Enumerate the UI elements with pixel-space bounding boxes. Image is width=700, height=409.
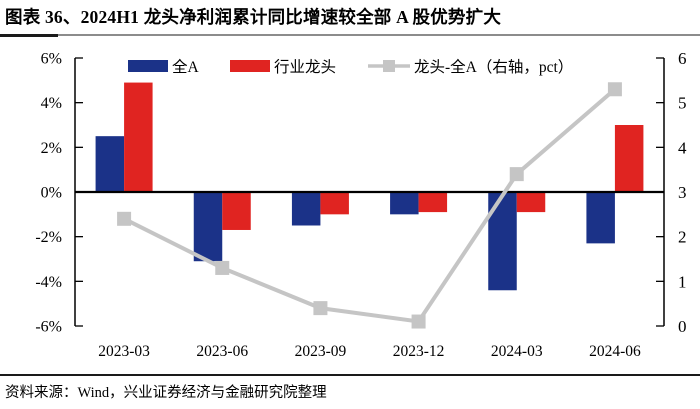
footer-rule [0,374,700,376]
bar-all-a-2023-03 [95,136,125,192]
legend-label: 行业龙头 [274,58,336,76]
right-axis-tick-label: 6 [678,49,687,68]
diff-marker-2023-09 [313,301,328,316]
figure-title: 图表 36、2024H1 龙头净利润累计同比增速较全部 A 股优势扩大 [5,7,502,27]
diff-marker-2024-06 [607,82,622,97]
legend-label: 龙头-全A（右轴，pct） [414,58,573,76]
legend-swatch-leaders [230,60,270,72]
bar-all-a-2023-06 [193,192,223,262]
diff-marker-2023-06 [215,260,230,275]
x-axis-label: 2024-03 [491,343,543,360]
x-axis-label: 2023-06 [196,343,248,360]
left-axis-tick-label: 6% [41,51,62,68]
bar-leaders-2024-03 [516,192,546,213]
right-axis-tick-label: 0 [678,317,687,336]
x-axis-label: 2023-12 [393,343,445,360]
right-axis-tick-label: 4 [678,138,687,157]
bar-leaders-2024-06 [614,125,644,192]
left-axis-tick-label: -2% [35,229,62,246]
left-axis-tick-label: -4% [35,274,62,291]
legend-label: 全A [172,58,200,76]
right-axis-tick-label: 3 [678,183,687,202]
bar-leaders-2023-03 [124,82,153,192]
right-axis-tick-label: 5 [678,94,687,113]
title-underline-accent [0,34,58,37]
bar-all-a-2024-06 [586,192,615,244]
bar-leaders-2023-06 [222,192,251,230]
source-note: 资料来源：Wind，兴业证券经济与金融研究院整理 [5,385,327,401]
left-axis-tick-label: 4% [41,95,62,112]
left-axis-tick-label: 2% [41,140,62,157]
bar-all-a-2023-09 [291,192,321,226]
bar-all-a-2023-12 [390,192,419,215]
legend-line-marker [383,60,395,72]
bar-leaders-2023-12 [418,192,448,213]
left-axis-tick-label: -6% [35,319,62,336]
diff-line [123,87,617,324]
bar-all-a-2024-03 [488,192,517,291]
diff-marker-2023-03 [117,211,132,226]
x-axis-label: 2023-03 [98,343,150,360]
chart-canvas: 6% 4% 2% 0% -2% -4% -6% 6 5 4 3 2 1 0 2023-03 2023-06 20… [35,49,687,360]
right-axis-tick-label: 1 [678,272,687,291]
x-axis-label: 2023-09 [295,343,347,360]
left-axis-tick-label: 0% [41,185,62,202]
bar-leaders-2023-09 [320,192,349,215]
legend-swatch-all-a [128,60,168,72]
diff-marker-2023-12 [411,314,426,329]
diff-marker-2024-03 [509,167,524,182]
title-underline [0,34,700,37]
right-axis-tick-label: 2 [678,228,687,247]
x-axis-label: 2024-06 [589,343,641,360]
